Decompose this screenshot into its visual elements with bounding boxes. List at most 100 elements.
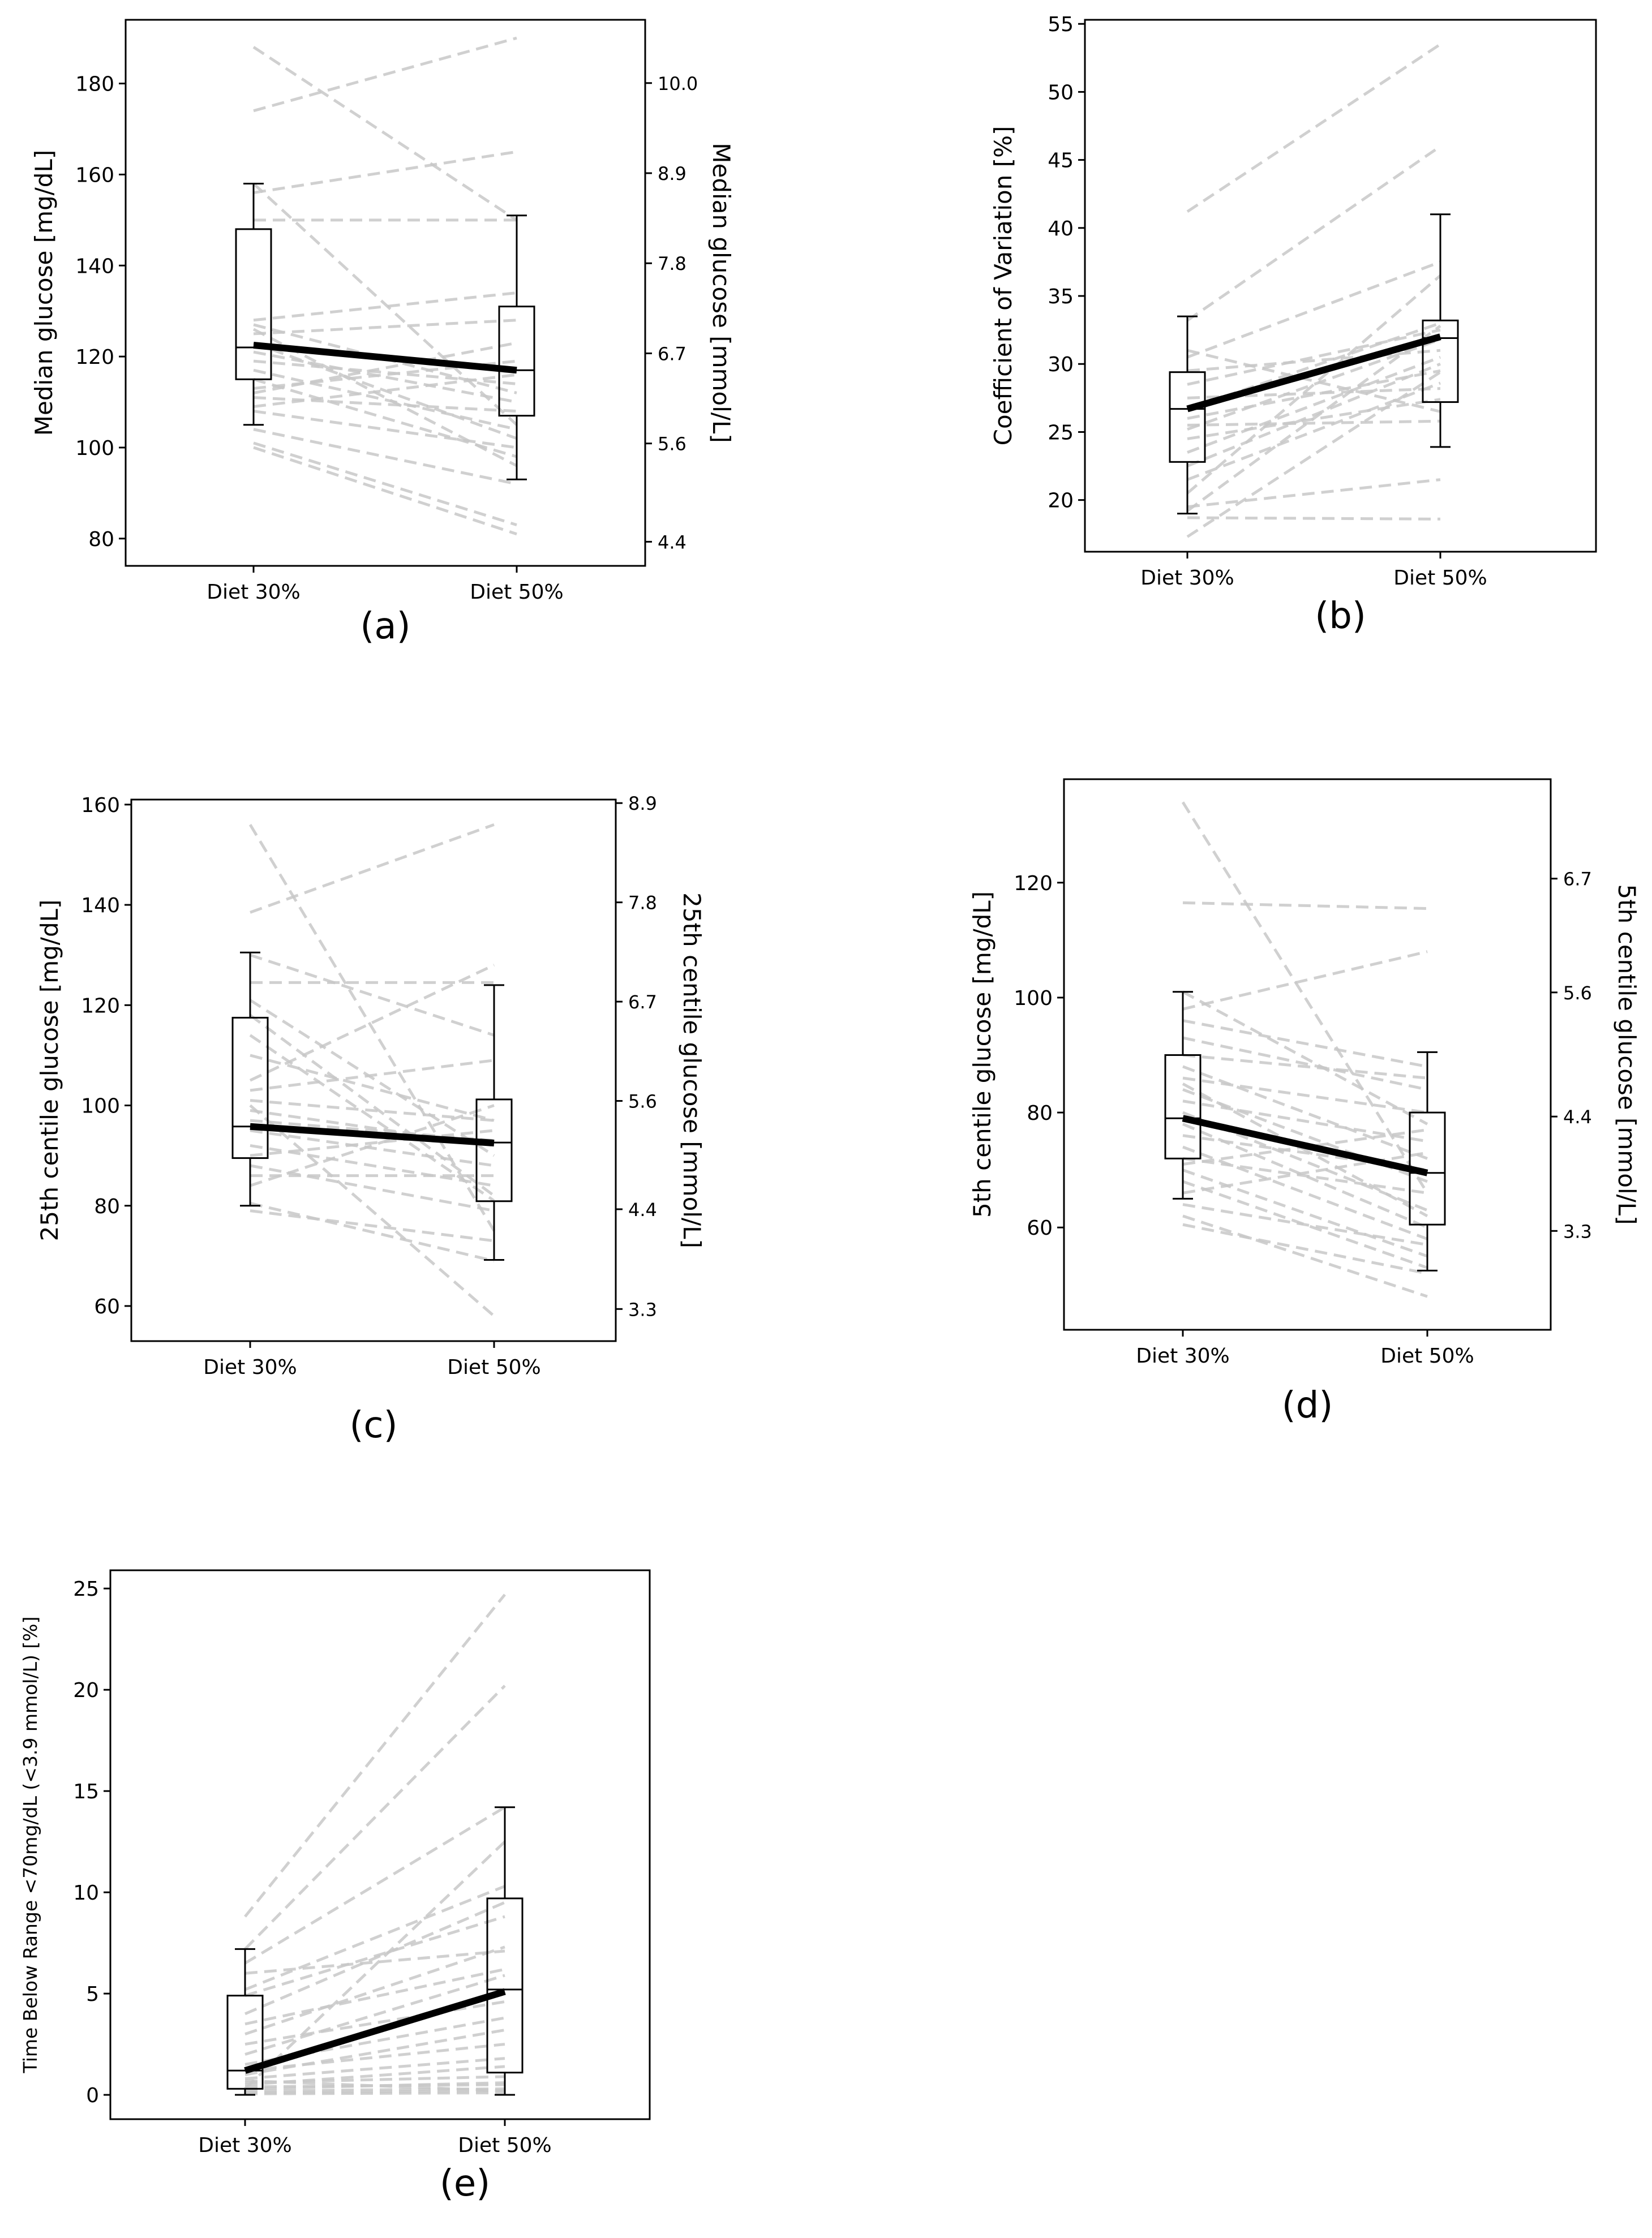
- y-right-tick-label: 4.4: [628, 1199, 657, 1221]
- paired-line: [250, 1209, 495, 1243]
- y-tick-label: 20: [1048, 489, 1074, 513]
- paired-line: [1187, 260, 1441, 359]
- paired-line: [244, 2000, 505, 2046]
- paired-line: [253, 368, 517, 431]
- paired-line: [253, 341, 517, 394]
- y-tick-label: 20: [73, 1679, 99, 1702]
- y-tick-label: 10: [73, 1882, 99, 1905]
- y-right-tick-label: 3.3: [628, 1299, 657, 1320]
- paired-lines-b: [1186, 43, 1441, 538]
- paired-line: [253, 410, 517, 449]
- chart-panel-d: 60 80 100 120 3.3 4.4 5.6 6.7 Diet 30% Diet 50% 5t…: [968, 778, 1641, 1427]
- paired-line: [1182, 1151, 1428, 1195]
- paired-line: [250, 1129, 495, 1157]
- y-right-tick-label: 6.7: [658, 343, 686, 364]
- paired-line: [253, 291, 517, 322]
- boxplot-diet-50: [1409, 1051, 1446, 1272]
- paired-line: [1182, 1223, 1428, 1275]
- y-right-tick-label: 5.6: [658, 433, 686, 455]
- paired-line: [1187, 398, 1441, 440]
- plot-frame: [125, 19, 646, 567]
- y-tick-label: 100: [75, 437, 114, 460]
- paired-line: [253, 446, 517, 536]
- paired-line: [250, 1109, 495, 1147]
- y-right-tick-label: 6.7: [1563, 869, 1592, 890]
- paired-line: [1186, 274, 1441, 495]
- paired-line: [1182, 950, 1428, 1011]
- paired-line: [253, 377, 517, 458]
- y-axis-title: Coefficient of Variation [%]: [989, 126, 1017, 446]
- y-tick-label: 0: [86, 2084, 99, 2107]
- y-right-axis-title: 25th centile glucose [mmol/L]: [678, 892, 706, 1248]
- paired-line: [1187, 381, 1441, 481]
- paired-line: [244, 1949, 505, 1975]
- paired-line: [250, 953, 495, 1037]
- mean-trend-line: [250, 1123, 495, 1146]
- x-tick-label: Diet 50%: [447, 1356, 540, 1379]
- paired-line: [1182, 990, 1428, 1126]
- paired-lines-e: [244, 1593, 506, 2095]
- paired-line: [253, 350, 517, 403]
- boxplot-diet-50: [498, 214, 535, 480]
- paired-line: [253, 396, 517, 413]
- x-tick-label: Diet 50%: [1393, 566, 1487, 590]
- paired-line: [249, 1104, 495, 1317]
- paired-line: [1182, 1180, 1428, 1269]
- paired-line: [250, 1144, 495, 1187]
- box-iqr: [231, 1016, 269, 1159]
- paired-line: [244, 1974, 505, 2056]
- mean-trend-line: [244, 1988, 506, 2074]
- y-tick-label: 160: [81, 794, 120, 817]
- mean-trend-line: [1186, 333, 1441, 413]
- paired-lines-c: [248, 823, 496, 1317]
- paired-line: [1186, 371, 1441, 538]
- y-tick-label: 160: [75, 164, 114, 187]
- y-axis-title: Time Below Range <70mg/dL (<3.9 mmol/L) …: [19, 1617, 41, 2074]
- paired-line: [1182, 1169, 1428, 1258]
- paired-line: [244, 1685, 506, 1951]
- paired-line: [1186, 145, 1441, 322]
- paired-line: [253, 150, 517, 195]
- plot-frame: [109, 1569, 651, 2120]
- boxplot-diet-30: [226, 1948, 264, 2096]
- paired-line: [1182, 1076, 1428, 1114]
- y-right-tick-label: 6.7: [628, 991, 657, 1013]
- paired-lines-d: [1181, 801, 1429, 1298]
- paired-line: [244, 1593, 506, 1918]
- paired-line: [1187, 369, 1441, 420]
- boxplot-diet-30: [1169, 315, 1206, 515]
- chart-panel-c: 60 80 100 120 140 160 3.3 4.4 5.6 6.7 7.8 8.9 Diet 3…: [36, 793, 706, 1446]
- paired-line: [1187, 338, 1441, 431]
- y-tick-label: 120: [1014, 872, 1053, 895]
- y-right-tick-label: 8.9: [628, 793, 657, 814]
- panel-label: (a): [360, 605, 410, 647]
- paired-line: [253, 341, 517, 440]
- y-tick-label: 80: [94, 1195, 120, 1218]
- x-tick-label: Diet 50%: [458, 2134, 551, 2157]
- box-iqr: [475, 1098, 513, 1202]
- x-tick-label: Diet 30%: [1140, 566, 1234, 590]
- plot-frame: [1063, 778, 1552, 1331]
- paired-line: [253, 319, 517, 336]
- y-tick-label: 120: [81, 994, 120, 1017]
- paired-line: [1182, 1214, 1428, 1298]
- y-tick-label: 35: [1048, 285, 1074, 308]
- boxplot-diet-50: [475, 984, 513, 1261]
- paired-line: [250, 1129, 495, 1167]
- y-axis-title: Median glucose [mg/dL]: [30, 150, 58, 436]
- paired-line: [248, 824, 496, 1232]
- y-tick-label: 100: [81, 1095, 120, 1118]
- paired-line: [244, 2079, 505, 2093]
- paired-line: [253, 441, 517, 527]
- chart-panel-e: 0 5 10 15 20 25 Diet 30% Diet 50% Time Below Ran…: [19, 1569, 651, 2205]
- x-tick-label: Diet 30%: [207, 581, 300, 604]
- paired-line: [1187, 328, 1441, 386]
- y-tick-label: 140: [75, 255, 114, 278]
- panel-label: (d): [1282, 1385, 1333, 1427]
- paired-line: [244, 2083, 505, 2089]
- paired-line: [1187, 355, 1441, 454]
- paired-line: [244, 2029, 505, 2076]
- paired-line: [244, 1840, 506, 2090]
- y-right-tick-label: 3.3: [1563, 1221, 1592, 1242]
- paired-lines-a: [252, 36, 518, 536]
